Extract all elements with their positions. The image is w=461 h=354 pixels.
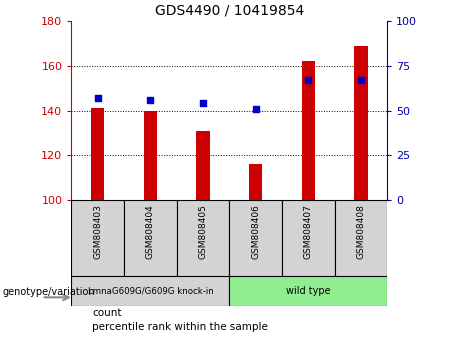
Bar	[229, 276, 387, 306]
Bar	[335, 200, 387, 276]
Bar	[301, 62, 315, 200]
Point	[199, 101, 207, 106]
Bar	[229, 200, 282, 276]
Text: wild type: wild type	[286, 286, 331, 296]
Bar	[71, 200, 124, 276]
Bar	[144, 110, 157, 200]
Bar	[91, 108, 104, 200]
Point	[147, 97, 154, 103]
Text: GSM808404: GSM808404	[146, 204, 155, 258]
Text: GSM808407: GSM808407	[304, 204, 313, 259]
Text: percentile rank within the sample: percentile rank within the sample	[92, 322, 268, 332]
Text: GSM808408: GSM808408	[356, 204, 366, 259]
Text: count: count	[92, 308, 122, 318]
Bar	[282, 200, 335, 276]
Point	[357, 78, 365, 83]
Title: GDS4490 / 10419854: GDS4490 / 10419854	[155, 3, 304, 17]
Text: GSM808405: GSM808405	[199, 204, 207, 259]
Text: GSM808403: GSM808403	[93, 204, 102, 259]
Bar	[355, 46, 367, 200]
Text: genotype/variation: genotype/variation	[2, 287, 95, 297]
Point	[252, 106, 260, 112]
Bar	[177, 200, 229, 276]
Point	[94, 95, 101, 101]
Bar	[249, 164, 262, 200]
Point	[305, 78, 312, 83]
Bar	[124, 200, 177, 276]
Text: LmnaG609G/G609G knock-in: LmnaG609G/G609G knock-in	[88, 287, 213, 296]
Bar	[196, 131, 210, 200]
Text: GSM808406: GSM808406	[251, 204, 260, 259]
Bar	[71, 276, 230, 306]
